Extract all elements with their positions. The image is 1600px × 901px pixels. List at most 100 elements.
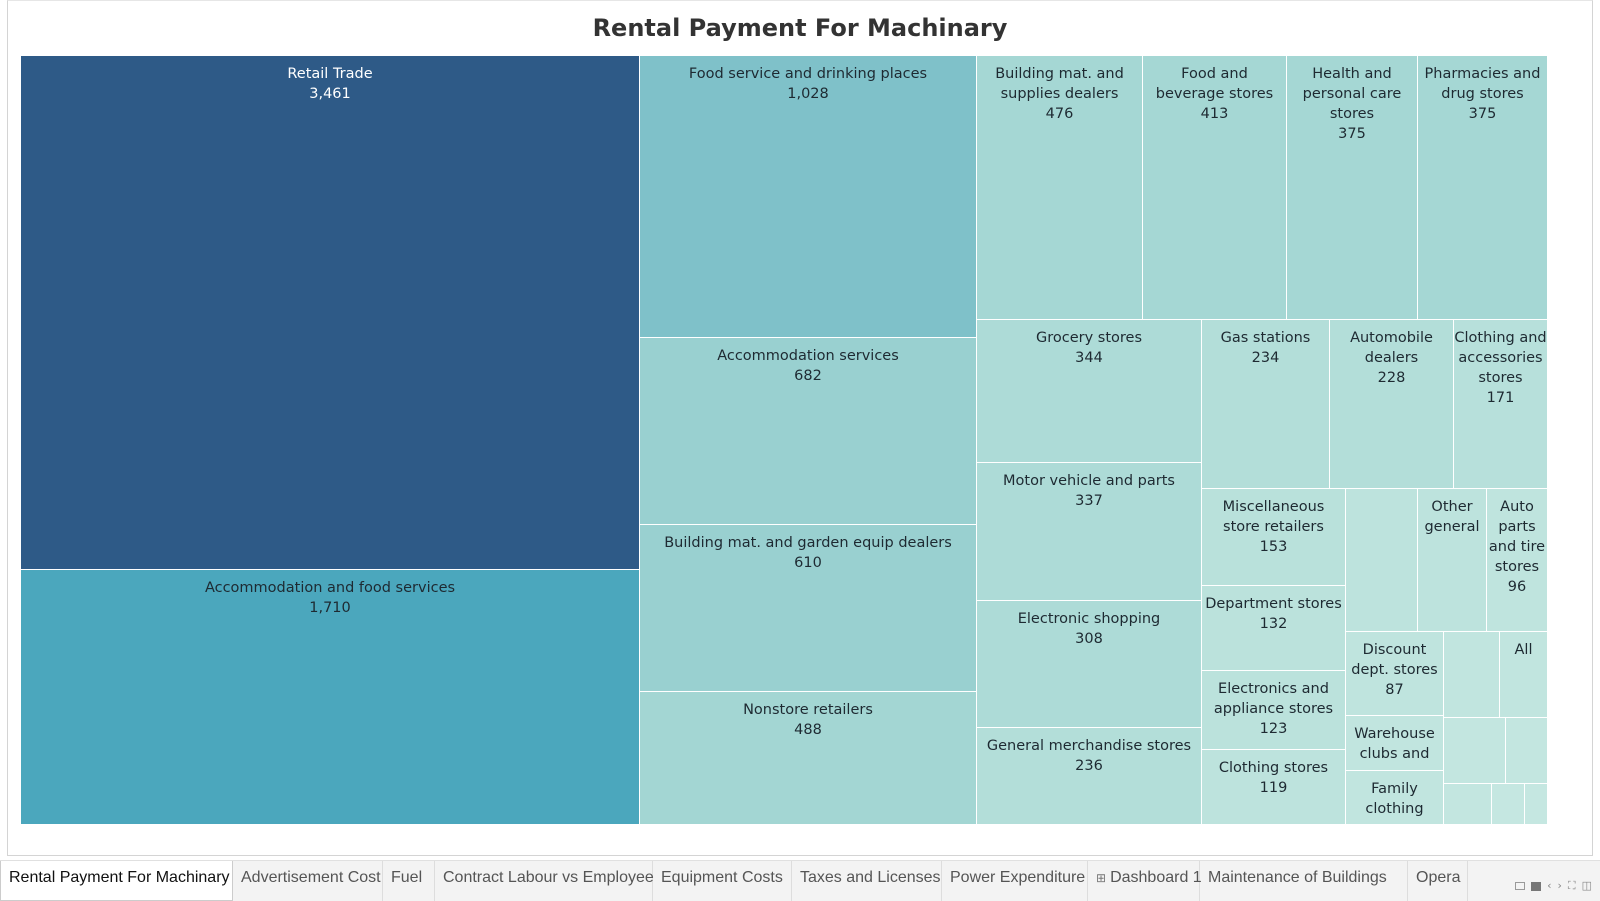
treemap-cell[interactable]: Electronics and appliance stores 123	[1202, 671, 1346, 750]
treemap-cell[interactable]	[1346, 489, 1418, 632]
treemap-cell-label: Accommodation services	[717, 348, 899, 364]
sheet-navigation: ‹ › ⛶ ◫	[1515, 878, 1592, 894]
treemap-cell-value: 228	[1377, 370, 1406, 386]
treemap-cell-value: 234	[1251, 350, 1280, 366]
treemap-cell[interactable]: Nonstore retailers 488	[640, 692, 977, 825]
treemap-cell[interactable]	[1444, 784, 1492, 825]
treemap-cell-label: Electronic shopping	[1017, 611, 1161, 627]
treemap-cell[interactable]	[1525, 784, 1548, 825]
treemap-cell-label: Retail Trade	[287, 66, 373, 82]
treemap-cell[interactable]: Electronic shopping 308	[977, 601, 1202, 728]
treemap-cell[interactable]: Retail Trade 3,461	[21, 56, 640, 570]
treemap-cell[interactable]: Building mat. and supplies dealers 476	[977, 56, 1143, 320]
sheet-tab-label: Dashboard 1	[1110, 869, 1202, 886]
treemap-cell-label: Grocery stores	[1035, 330, 1143, 346]
treemap-cell-label: Other general	[1424, 499, 1480, 535]
treemap-cell[interactable]	[1444, 718, 1506, 784]
treemap-cell[interactable]: Food and beverage stores 413	[1143, 56, 1287, 320]
treemap-cell[interactable]: Family clothing	[1346, 771, 1444, 825]
treemap-cell[interactable]: Grocery stores 344	[977, 320, 1202, 463]
next-icon[interactable]: ›	[1557, 879, 1562, 892]
sheet-tab[interactable]: Taxes and Licenses	[792, 861, 942, 901]
treemap-cell-value: 476	[1045, 106, 1074, 122]
present-icon[interactable]: ◫	[1581, 879, 1592, 892]
treemap-cell[interactable]: Accommodation and food services 1,710	[21, 570, 640, 825]
treemap-cell-label: Food and beverage stores	[1155, 66, 1274, 102]
sheet-tab[interactable]: Maintenance of Buildings	[1200, 861, 1408, 901]
box-icon[interactable]	[1531, 881, 1542, 891]
treemap-cell-label: General merchandise stores	[986, 738, 1192, 754]
treemap-cell[interactable]: Food service and drinking places 1,028	[640, 56, 977, 338]
treemap-cell-value: 96	[1507, 579, 1527, 595]
treemap-cell-label: Auto parts and tire stores	[1488, 499, 1546, 575]
treemap-cell-label: Miscellaneous store retailers	[1222, 499, 1325, 535]
treemap-cell-value: 337	[1075, 493, 1103, 509]
chart-frame	[7, 0, 1593, 856]
treemap-cell[interactable]	[1492, 784, 1525, 825]
treemap-cell[interactable]: Miscellaneous store retailers 153	[1202, 489, 1346, 586]
treemap-cell-label: All	[1514, 642, 1533, 658]
sheet-tab[interactable]: Rental Payment For Machinary	[0, 861, 233, 901]
treemap-cell-value: 236	[1075, 758, 1103, 774]
treemap-cell-label: Warehouse clubs and	[1354, 726, 1435, 762]
sheet-tab-label: Power Expenditure	[950, 869, 1086, 886]
treemap-cell-label: Clothing stores	[1218, 760, 1329, 776]
treemap-cell[interactable]: Auto parts and tire stores 96	[1487, 489, 1548, 632]
sheet-tab-label: Maintenance of Buildings	[1208, 869, 1387, 886]
treemap-cell-label: Electronics and appliance stores	[1213, 681, 1334, 717]
treemap-cell[interactable]: Pharmacies and drug stores 375	[1418, 56, 1548, 320]
grid-icon[interactable]	[1515, 882, 1526, 890]
sheet-tab-label: Taxes and Licenses	[800, 869, 941, 886]
treemap-cell-label: Automobile dealers	[1350, 330, 1433, 366]
treemap-cell-value: 153	[1259, 539, 1288, 555]
sheet-tab-bar: Rental Payment For Machinary Advertisemen…	[0, 860, 1600, 901]
treemap-cell[interactable]: Clothing and accessories stores 171	[1454, 320, 1548, 489]
treemap-cell[interactable]: Health and personal care stores 375	[1287, 56, 1418, 320]
treemap-cell[interactable]: Clothing stores 119	[1202, 750, 1346, 825]
treemap-cell-value: 1,710	[309, 600, 351, 616]
treemap-cell-value: 682	[794, 368, 822, 384]
fullscreen-icon[interactable]: ⛶	[1567, 879, 1576, 892]
sheet-tab-label: Rental Payment For Machinary	[9, 869, 230, 886]
treemap-cell-value: 3,461	[309, 86, 351, 102]
treemap-cell-label: Nonstore retailers	[743, 702, 873, 718]
treemap-cell-value: 171	[1486, 390, 1515, 406]
treemap-cell[interactable]: Automobile dealers 228	[1330, 320, 1454, 489]
treemap-cell-label: Discount dept. stores	[1351, 642, 1438, 678]
sheet-tab[interactable]: Power Expenditure	[942, 861, 1088, 901]
treemap-cell-value: 488	[794, 722, 822, 738]
prev-icon[interactable]: ‹	[1547, 879, 1552, 892]
sheet-tab[interactable]: Opera	[1408, 861, 1468, 901]
chart-title: Rental Payment For Machinary	[592, 14, 1008, 42]
treemap-cell[interactable]: Motor vehicle and parts 337	[977, 463, 1202, 601]
treemap-cell-label: Building mat. and garden equip dealers	[664, 535, 952, 551]
dashboard-icon: ⊞	[1096, 871, 1107, 885]
treemap-cell[interactable]: General merchandise stores 236	[977, 728, 1202, 825]
treemap-cell-label: Food service and drinking places	[688, 66, 928, 82]
treemap-cell-value: 1,028	[787, 86, 829, 102]
treemap-cell[interactable]: Warehouse clubs and	[1346, 716, 1444, 771]
sheet-tab-label: Fuel	[391, 869, 423, 886]
treemap-cell[interactable]: Gas stations 234	[1202, 320, 1330, 489]
treemap-cell[interactable]: Building mat. and garden equip dealers 61…	[640, 525, 977, 692]
sheet-tab[interactable]: Advertisement Cost	[233, 861, 383, 901]
treemap-cell-label: Family clothing	[1365, 781, 1424, 817]
treemap-cell[interactable]	[1506, 718, 1548, 784]
sheet-tab[interactable]: ⊞ Dashboard 1	[1088, 861, 1202, 901]
treemap-cell[interactable]: Discount dept. stores 87	[1346, 632, 1444, 716]
sheet-tab[interactable]: Equipment Costs	[653, 861, 792, 901]
treemap-cell-label: Gas stations	[1220, 330, 1311, 346]
sheet-tab[interactable]: Fuel	[383, 861, 435, 901]
sheet-tab[interactable]: Contract Labour vs Employee	[435, 861, 654, 901]
treemap-cell[interactable]: All	[1500, 632, 1548, 718]
treemap-cell[interactable]: Accommodation services 682	[640, 338, 977, 525]
treemap-cell[interactable]: Department stores 132	[1202, 586, 1346, 671]
treemap-cell-label: Building mat. and supplies dealers	[995, 66, 1124, 102]
sheet-tab-label: Contract Labour vs Employee	[443, 869, 654, 886]
treemap-cell-value: 375	[1468, 106, 1497, 122]
treemap-cell-value: 123	[1259, 721, 1288, 737]
treemap-cell[interactable]	[1444, 632, 1500, 718]
treemap-cell-value: 413	[1200, 106, 1229, 122]
treemap-cell[interactable]: Other general	[1418, 489, 1487, 632]
treemap-cell-value: 375	[1338, 126, 1366, 142]
